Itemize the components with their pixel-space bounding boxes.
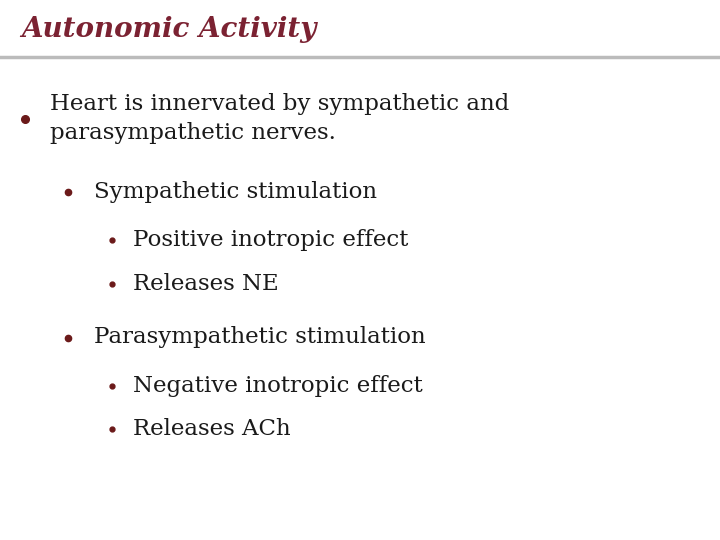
Text: Sympathetic stimulation: Sympathetic stimulation [94, 181, 377, 202]
Text: Negative inotropic effect: Negative inotropic effect [133, 375, 423, 397]
Text: Releases ACh: Releases ACh [133, 418, 291, 440]
Text: Autonomic Activity: Autonomic Activity [22, 16, 317, 43]
Text: Releases NE: Releases NE [133, 273, 279, 294]
Text: Positive inotropic effect: Positive inotropic effect [133, 230, 408, 251]
Text: Parasympathetic stimulation: Parasympathetic stimulation [94, 327, 426, 348]
Text: Heart is innervated by sympathetic and
parasympathetic nerves.: Heart is innervated by sympathetic and p… [50, 93, 510, 144]
